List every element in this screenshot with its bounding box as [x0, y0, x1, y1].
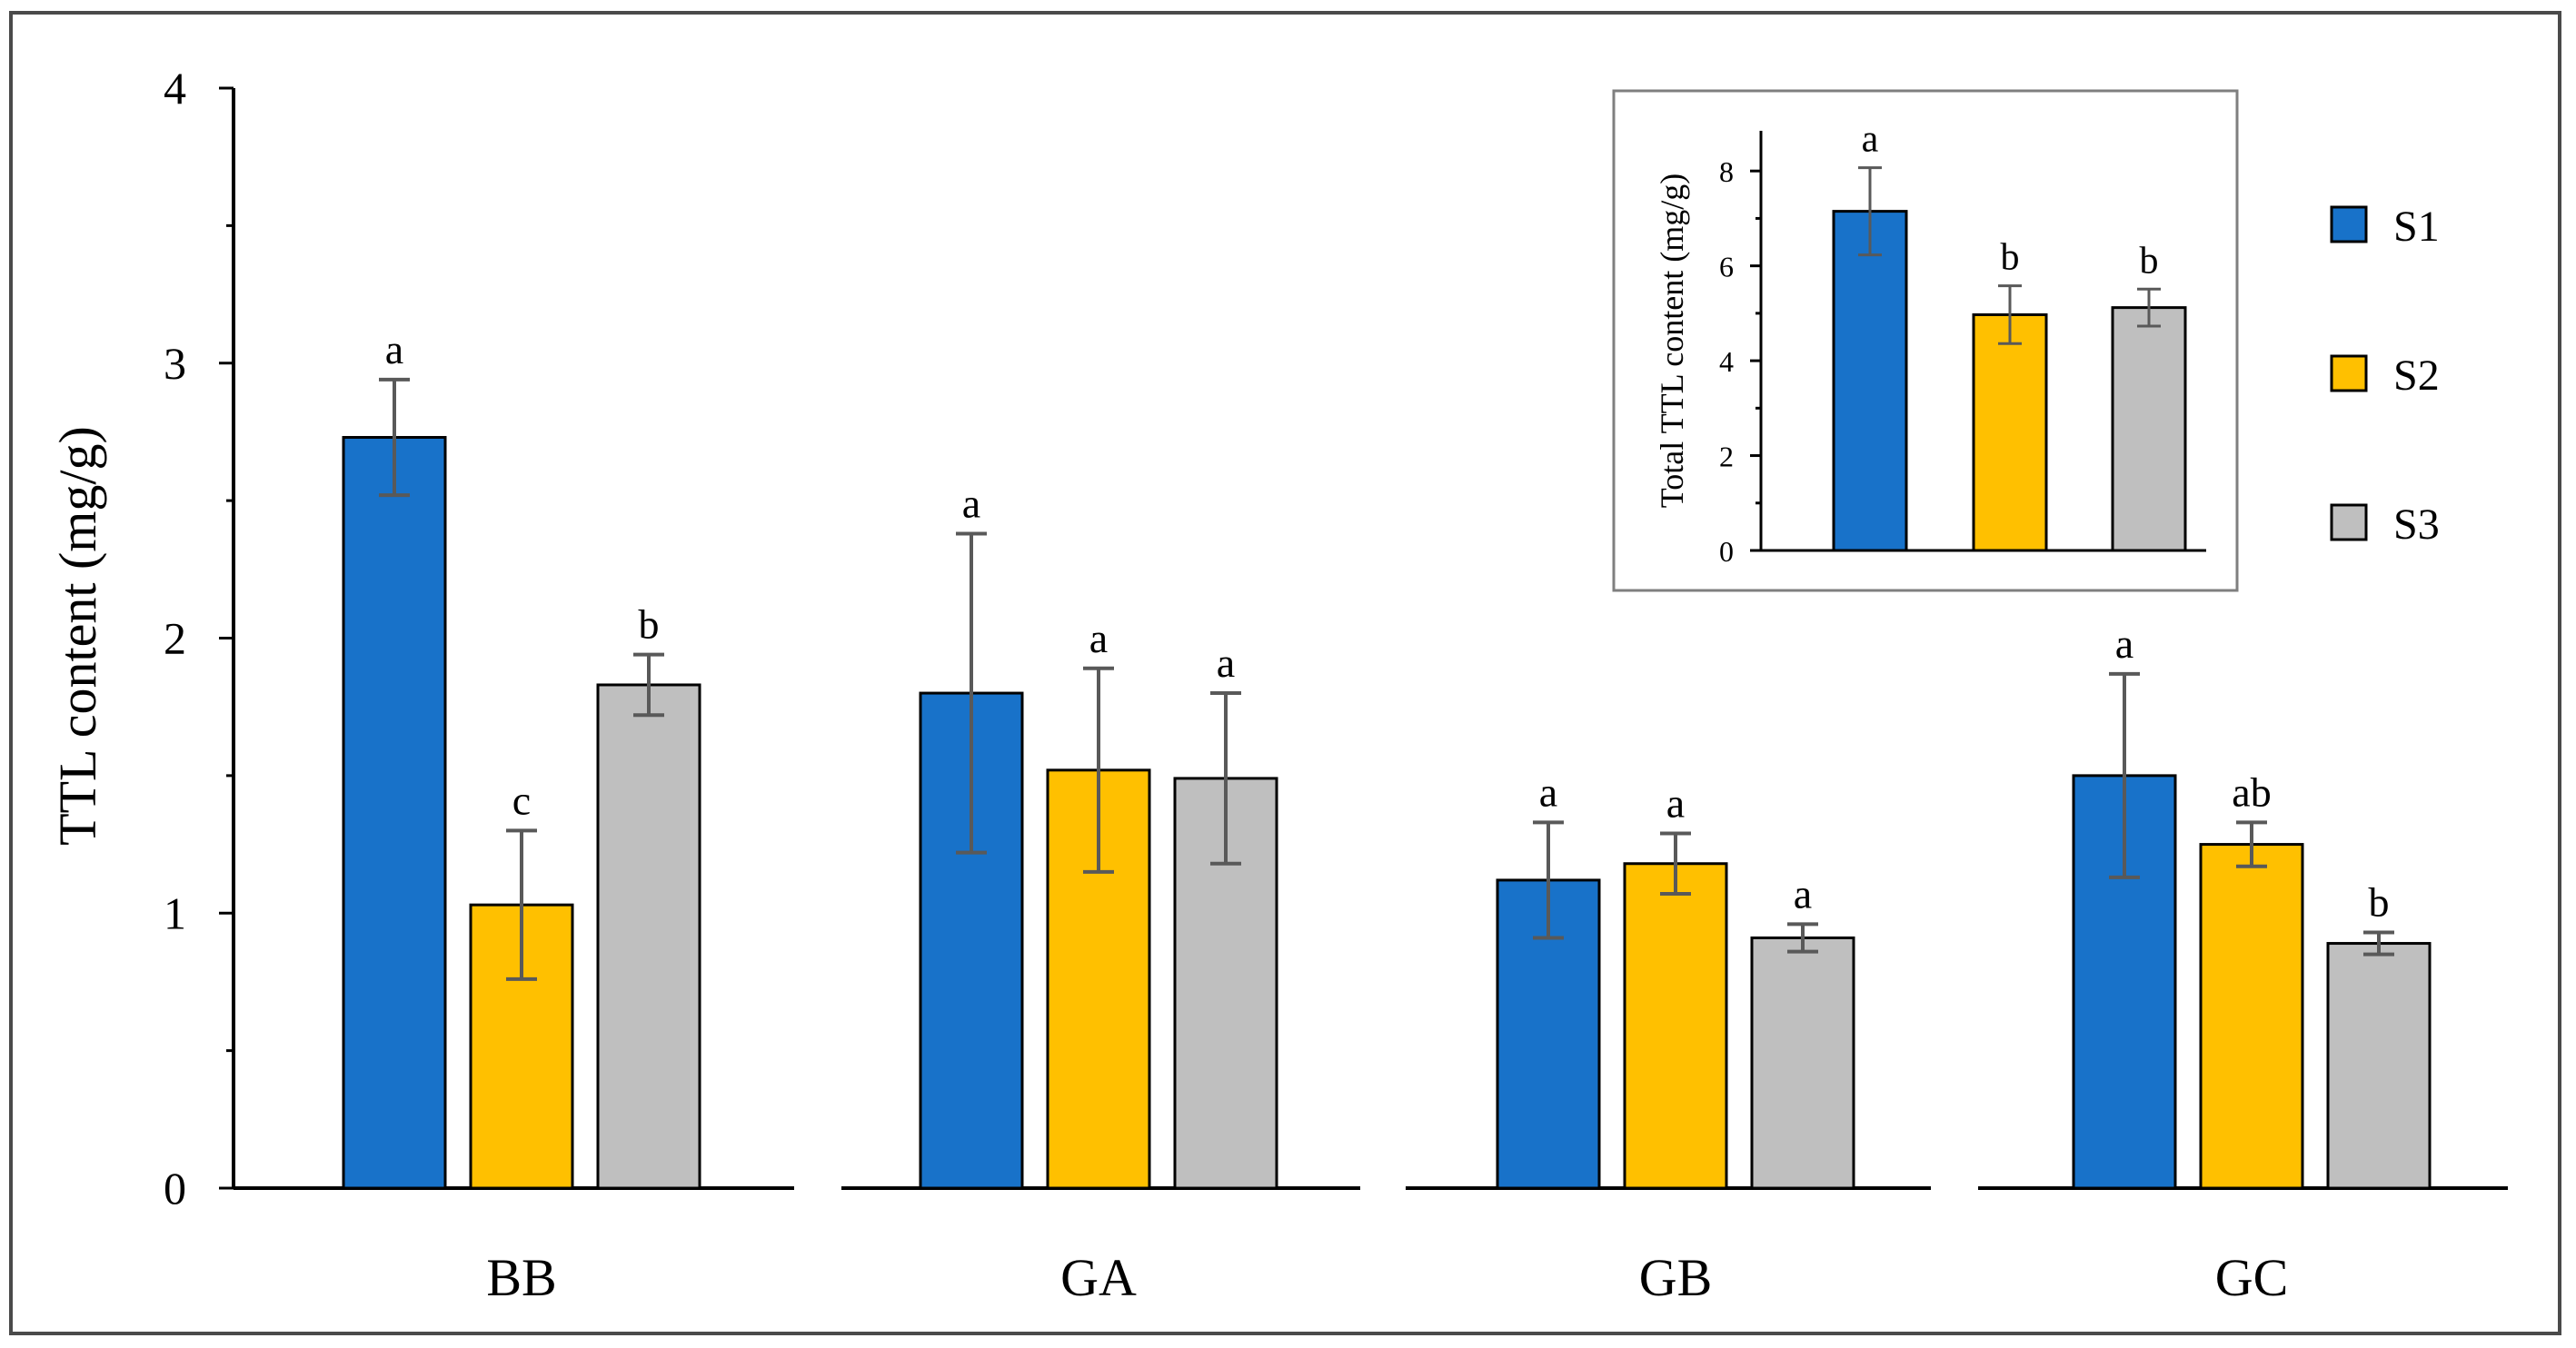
main-x-tick-label: GB: [1639, 1248, 1713, 1307]
significance-letter-GA-S1: a: [962, 480, 980, 526]
legend-swatch-S1: [2330, 205, 2368, 243]
main-y-tick-label: 1: [164, 887, 186, 938]
main-y-tick-label: 0: [164, 1163, 186, 1214]
legend: S1 S2 S3: [2330, 203, 2440, 549]
main-x-tick-label: GA: [1060, 1248, 1137, 1307]
significance-letter-GB-S1: a: [1539, 768, 1557, 815]
bar-GB-S3: [1750, 936, 1855, 1190]
main-x-tick-label: GC: [2215, 1248, 2289, 1307]
main-y-axis-label: TTL content (mg/g): [48, 426, 107, 846]
inset-y-tick-label: 6: [1719, 251, 1734, 283]
inset-y-tick-label: 8: [1719, 155, 1734, 188]
bar-GB-S2: [1623, 862, 1728, 1190]
main-y-tick-label: 4: [164, 63, 186, 114]
significance-letter-GC-S3: b: [2369, 878, 2390, 925]
inset-bar-S3: [2111, 306, 2187, 552]
bar-GC-S3: [2326, 942, 2432, 1190]
inset-y-tick-label: 0: [1719, 535, 1734, 568]
bar-BB-S3: [596, 683, 701, 1190]
inset-y-tick-label: 2: [1719, 441, 1734, 473]
inset-significance-letter-S3: b: [2140, 240, 2159, 282]
legend-label-S3: S3: [2393, 501, 2440, 549]
significance-letter-GB-S3: a: [1794, 870, 1812, 917]
bar-BB-S1: [342, 435, 447, 1190]
significance-letter-GB-S2: a: [1666, 779, 1685, 826]
main-y-tick-label: 2: [164, 613, 186, 664]
legend-swatch-S3: [2330, 503, 2368, 541]
significance-letter-GC-S2: ab: [2232, 768, 2271, 815]
inset-significance-letter-S1: a: [1862, 119, 1879, 161]
significance-letter-BB-S3: b: [639, 601, 660, 648]
inset-y-tick-label: 4: [1719, 345, 1734, 378]
significance-letter-GA-S3: a: [1217, 639, 1235, 686]
significance-letter-GC-S1: a: [2115, 620, 2133, 667]
main-y-tick-label: 3: [164, 338, 186, 389]
significance-letter-GA-S2: a: [1089, 615, 1108, 661]
inset-bar-S1: [1832, 210, 1908, 552]
bar-GC-S2: [2199, 843, 2304, 1190]
inset-significance-letter-S2: b: [2001, 237, 2020, 279]
legend-label-S2: S2: [2393, 352, 2440, 400]
legend-label-S1: S1: [2393, 203, 2440, 251]
inset-y-axis-label: Total TTL content (mg/g): [1654, 173, 1690, 508]
inset-bar-S2: [1972, 312, 2048, 552]
significance-letter-BB-S2: c: [512, 777, 531, 823]
legend-swatch-S2: [2330, 354, 2368, 392]
significance-letter-BB-S1: a: [385, 326, 403, 372]
main-x-tick-label: BB: [486, 1248, 556, 1307]
